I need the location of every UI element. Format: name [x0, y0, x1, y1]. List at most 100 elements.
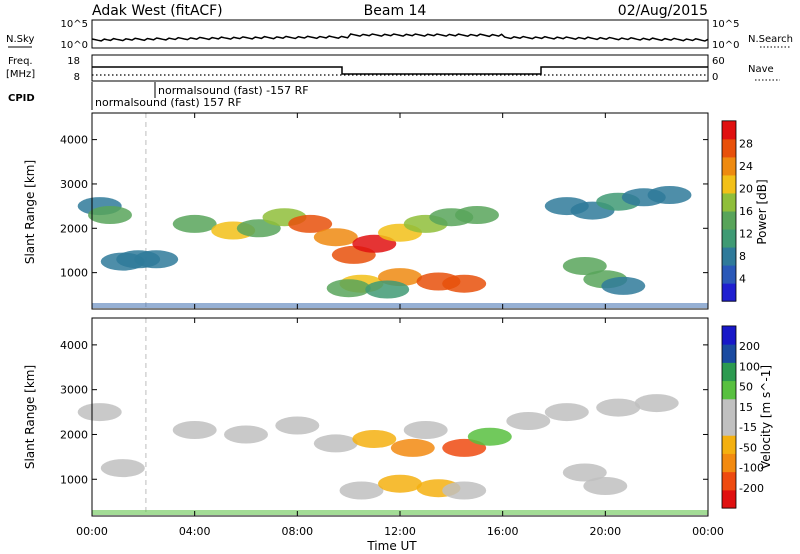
- data-cell: [583, 477, 628, 495]
- date-title: 02/Aug/2015: [618, 3, 708, 19]
- data-cell: [647, 186, 692, 204]
- colorbar-segment: [722, 120, 736, 140]
- colorbar-segment: [722, 283, 736, 302]
- colorbar-tick-label: -50: [739, 441, 757, 454]
- data-cell: [467, 427, 512, 446]
- data-cell: [275, 416, 320, 435]
- ytick-label: 4000: [60, 339, 88, 352]
- colorbar-tick-label: 20: [739, 182, 753, 195]
- nave-tick-lo: 0: [712, 72, 718, 83]
- ytick-label: 4000: [60, 134, 88, 147]
- xtick-label: 20:00: [589, 525, 621, 538]
- data-cell: [172, 421, 217, 439]
- data-cell: [442, 274, 487, 293]
- xtick-label: 00:00: [76, 525, 108, 538]
- nsearch-scale-lo: 10^0: [712, 40, 739, 51]
- freq-tick-lo: 8: [74, 72, 80, 83]
- cpid-text-2: normalsound (fast) 157 RF: [95, 96, 242, 109]
- colorbar-segment: [722, 174, 736, 194]
- data-cell: [100, 459, 145, 478]
- data-cell: [601, 276, 646, 295]
- colorbar-tick-label: 28: [739, 137, 753, 150]
- colorbar-segment: [722, 489, 736, 509]
- colorbar-tick-label: 24: [739, 160, 753, 173]
- colorbar-segment: [722, 398, 736, 418]
- data-cell: [365, 280, 410, 299]
- data-cell: [88, 206, 132, 224]
- colorbar-frame: [721, 120, 737, 302]
- cpid-text-1: normalsound (fast) -157 RF: [158, 84, 309, 97]
- colorbar-segment: [722, 211, 736, 230]
- data-cell: [403, 421, 448, 439]
- power-ylabel: Slant Range [km]: [23, 160, 37, 264]
- data-cell: [378, 474, 422, 493]
- nave-tick-hi: 60: [712, 56, 725, 67]
- colorbar-segment: [722, 344, 736, 363]
- freq-unit: [MHz]: [6, 69, 35, 80]
- freq-label: Freq.: [8, 56, 33, 67]
- freq-panel-frame: [91, 54, 709, 82]
- data-cell: [596, 398, 641, 417]
- colorbar-segment: [722, 192, 736, 212]
- time-axis: 00:00 04:00 08:00 12:00 16:00 20:00 00:00: [76, 113, 724, 538]
- data-cell: [506, 412, 551, 430]
- colorbar-tick-label: -15: [739, 421, 757, 434]
- velocity-ylabel: Slant Range [km]: [23, 365, 37, 469]
- colorbar-segment: [722, 247, 736, 266]
- colorbar-tick-label: 8: [739, 250, 746, 263]
- colorbar-tick-label: 50: [739, 381, 753, 394]
- nsearch-scale-hi: 10^5: [712, 19, 739, 30]
- colorbar-tick-label: 200: [739, 340, 760, 353]
- ytick-label: 3000: [60, 384, 88, 397]
- data-cell: [634, 394, 679, 413]
- data-cell: [313, 228, 358, 247]
- ytick-label: 3000: [60, 178, 88, 191]
- ytick-label: 1000: [60, 267, 88, 280]
- nave-label: Nave: [748, 64, 774, 75]
- velocity-colorbar: 200 100 50 15 -15 -50 -100 -200: [721, 325, 764, 509]
- power-colorbar-label: Power [dB]: [755, 179, 769, 244]
- data-cell: [172, 214, 217, 233]
- cpid-label: CPID: [8, 93, 35, 104]
- colorbar-segment: [722, 362, 736, 382]
- colorbar-segment: [722, 229, 736, 248]
- data-cell: [562, 463, 607, 482]
- data-cell: [134, 250, 179, 269]
- xtick-label: 00:00: [692, 525, 724, 538]
- data-cell: [562, 257, 607, 275]
- data-cell: [455, 206, 499, 224]
- ytick-label: 2000: [60, 222, 88, 235]
- colorbar-segment: [722, 453, 736, 473]
- colorbar-segment: [722, 435, 736, 454]
- data-cell: [390, 438, 435, 457]
- velocity-yaxis: 1000 2000 3000 4000: [60, 339, 708, 486]
- data-cell: [339, 481, 384, 500]
- colorbar-tick-label: -100: [739, 462, 764, 475]
- nsky-scale-hi: 10^5: [61, 19, 88, 30]
- colorbar-segment: [722, 325, 736, 345]
- power-colorbar: 28 24 20 16 12 8 4: [721, 120, 753, 302]
- time-axis-label: Time UT: [366, 539, 417, 553]
- nsearch-label: N.Search: [748, 34, 793, 45]
- colorbar-tick-label: 15: [739, 401, 753, 414]
- colorbar-tick-label: 4: [739, 273, 746, 286]
- freq-tick-hi: 18: [67, 56, 80, 67]
- colorbar-segment: [722, 380, 736, 400]
- colorbar-tick-label: 12: [739, 228, 753, 241]
- velocity-colorbar-label: Velocity [m s^-1]: [759, 365, 773, 469]
- data-cell: [544, 403, 589, 422]
- xtick-label: 04:00: [179, 525, 211, 538]
- colorbar-segment: [722, 138, 736, 158]
- data-cell: [326, 279, 371, 298]
- data-cell: [77, 403, 122, 422]
- colorbar-segment: [722, 417, 736, 436]
- colorbar-tick-label: -200: [739, 482, 764, 495]
- xtick-label: 16:00: [487, 525, 519, 538]
- freq-trace: [92, 66, 708, 75]
- nsky-panel-frame: [91, 19, 709, 49]
- xtick-label: 12:00: [384, 525, 416, 538]
- colorbar-segment: [722, 471, 736, 491]
- xtick-label: 08:00: [281, 525, 313, 538]
- ytick-label: 1000: [60, 473, 88, 486]
